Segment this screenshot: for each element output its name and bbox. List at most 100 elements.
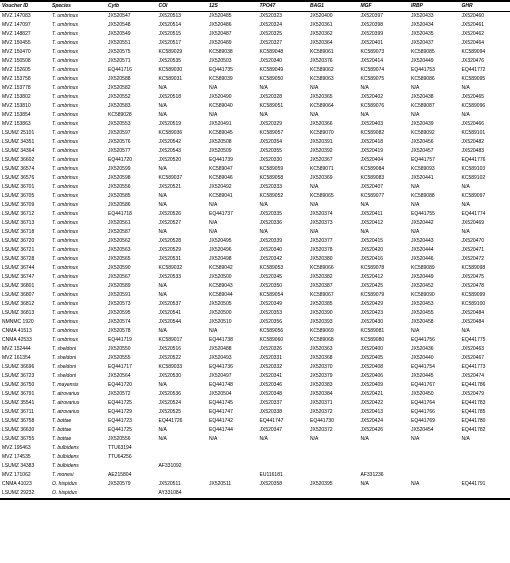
cell: T. umbrinus <box>50 318 106 327</box>
table-row: CNMA 41023O. hispidusJX520579JX520511JX5… <box>0 480 510 489</box>
cell: KC589103 <box>460 165 510 174</box>
cell: JX520503 <box>207 57 258 66</box>
cell: KC589064 <box>308 102 359 111</box>
cell: JX520517 <box>157 39 208 48</box>
cell: JX520533 <box>157 273 208 282</box>
cell: JX520555 <box>106 354 157 363</box>
cell: JX520504 <box>207 390 258 399</box>
cell: JX520508 <box>207 138 258 147</box>
cell: JX520484 <box>460 318 510 327</box>
cell: JX520567 <box>106 273 157 282</box>
cell: JX520527 <box>157 219 208 228</box>
cell: T. umbrinus <box>50 246 106 255</box>
cell: JX520415 <box>359 237 410 246</box>
cell: LSUMZ 36812 <box>0 300 50 309</box>
cell: KC589057 <box>258 129 309 138</box>
table-row: LSUMZ 36723T. sheldoniJX520564JX520530JX… <box>0 372 510 381</box>
cell: EQ441729 <box>106 408 157 417</box>
cell: JX520465 <box>460 93 510 102</box>
cell: JX520590 <box>106 264 157 273</box>
cell: KC589054 <box>258 291 309 300</box>
table-row: MVZ 171062T. monesiAE215804EU116181AF331… <box>0 471 510 480</box>
cell: EQ441742 <box>207 417 258 426</box>
cell: JX520391 <box>308 138 359 147</box>
cell: JX520356 <box>258 318 309 327</box>
cell: KC589101 <box>460 129 510 138</box>
cell: EQ441756 <box>409 336 460 345</box>
cell: JX520439 <box>409 120 460 129</box>
cell: JX520376 <box>308 57 359 66</box>
cell: JX520407 <box>359 183 410 192</box>
cell: EQ441780 <box>460 417 510 426</box>
cell: JX520485 <box>207 12 258 22</box>
cell <box>460 453 510 462</box>
table-row: LSUMZ 36713T. umbrinusJX520561JX520527N/… <box>0 219 510 228</box>
cell: LSUMZ 36720 <box>0 237 50 246</box>
col-header-1: Species <box>50 1 106 12</box>
cell <box>409 471 460 480</box>
cell <box>157 453 208 462</box>
cell: JX520450 <box>409 390 460 399</box>
cell: MVZ 147083 <box>0 12 50 22</box>
cell: LSUMZ 36758 <box>0 417 50 426</box>
cell: T. atrovarius <box>50 408 106 417</box>
cell: JX520553 <box>106 120 157 129</box>
cell: T. umbrinus <box>50 93 106 102</box>
cell <box>409 453 460 462</box>
cell <box>106 462 157 471</box>
cell: KC589030 <box>157 66 208 75</box>
cell: JX520341 <box>258 372 309 381</box>
cell: LSUMZ 36791 <box>0 390 50 399</box>
cell: T. umbrinus <box>50 300 106 309</box>
cell: KC589087 <box>409 102 460 111</box>
cell: MVZ 150470 <box>0 48 50 57</box>
cell: TTU63194 <box>106 444 157 453</box>
cell: T. umbrinus <box>50 30 106 39</box>
cell: N/A <box>359 201 410 210</box>
cell: JX520416 <box>359 255 410 264</box>
cell: JX520353 <box>258 309 309 318</box>
cell: JX520511 <box>157 480 208 489</box>
cell: KC589029 <box>157 48 208 57</box>
cell: JX520565 <box>106 255 157 264</box>
cell: N/A <box>207 219 258 228</box>
cell: EQ441769 <box>409 417 460 426</box>
table-row: LSUMZ 36813T. umbrinusJX520595JX520541JX… <box>0 309 510 318</box>
cell: JX520472 <box>460 255 510 264</box>
cell: T. umbrinus <box>50 291 106 300</box>
cell: MVZ 153802 <box>0 93 50 102</box>
cell: EQ441745 <box>207 399 258 408</box>
table-row: MVZ 152444T. sheldoniJX520550JX520516JX5… <box>0 345 510 354</box>
cell: JX520515 <box>157 30 208 39</box>
cell: JX520387 <box>308 282 359 291</box>
cell: MVZ 153854 <box>0 111 50 120</box>
cell: KC589085 <box>409 48 460 57</box>
cell: JX520440 <box>409 354 460 363</box>
cell: JX520460 <box>460 12 510 22</box>
cell: JX520509 <box>207 147 258 156</box>
cell: N/A <box>308 201 359 210</box>
cell: JX520535 <box>157 57 208 66</box>
cell: T. umbrinus <box>50 327 106 336</box>
cell: T. umbrinus <box>50 255 106 264</box>
cell: EQ441754 <box>409 363 460 372</box>
cell: KC589062 <box>308 66 359 75</box>
cell: LSUMZ 36813 <box>0 309 50 318</box>
cell: JX520496 <box>207 246 258 255</box>
table-row: CNMA 41513T. umbrinusJX520578N/AN/AKC589… <box>0 327 510 336</box>
table-row: MVZ 161354T. sheldoniJX520555JX520522JX5… <box>0 354 510 363</box>
cell: JX520491 <box>207 120 258 129</box>
cell: LSUMZ 36574 <box>0 165 50 174</box>
cell: JX520390 <box>308 309 359 318</box>
cell: T. umbrinus <box>50 102 106 111</box>
cell: KC589082 <box>359 129 410 138</box>
cell: JX520595 <box>106 309 157 318</box>
cell <box>258 489 309 499</box>
cell: N/A <box>308 84 359 93</box>
cell: T. umbrinus <box>50 336 106 345</box>
cell: JX520399 <box>359 30 410 39</box>
table-body: MVZ 147083T. umbrinusJX520547JX520513JX5… <box>0 12 510 500</box>
cell: JX520380 <box>308 255 359 264</box>
cell: JX520327 <box>258 39 309 48</box>
cell: T. sheldoni <box>50 372 106 381</box>
